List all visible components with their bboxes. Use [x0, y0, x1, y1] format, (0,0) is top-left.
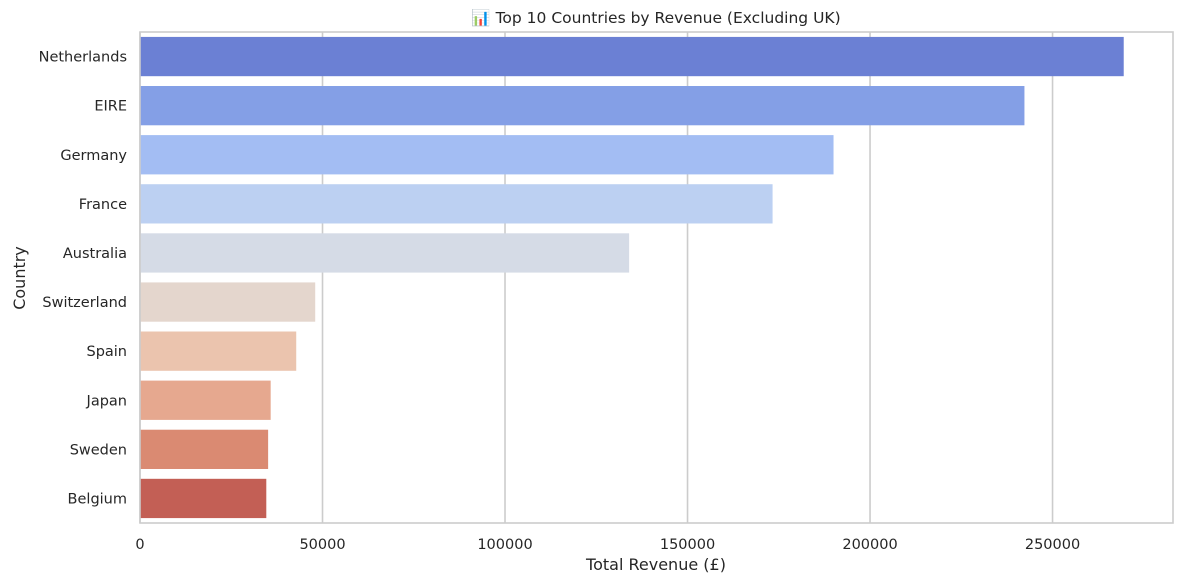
- plot-frame: [139, 31, 1174, 524]
- bar-australia: [140, 233, 630, 273]
- bar-layer: [140, 36, 1124, 519]
- y-tick-label: Germany: [60, 148, 127, 164]
- x-tick-label: 200000: [842, 537, 897, 553]
- x-tick-labels: 0 50000 100000 150000 200000 250000: [135, 537, 1080, 553]
- y-tick-label: Belgium: [68, 491, 127, 507]
- y-axis-label: Country: [10, 246, 29, 310]
- x-axis-label: Total Revenue (£): [585, 555, 726, 574]
- y-tick-label: Sweden: [70, 442, 127, 458]
- x-tick-label: 150000: [660, 537, 715, 553]
- x-tick-label: 0: [135, 537, 144, 553]
- bar-spain: [140, 331, 297, 371]
- bar-japan: [140, 380, 271, 420]
- y-tick-label: France: [79, 197, 127, 213]
- bar-belgium: [140, 478, 267, 519]
- y-tick-label: Spain: [86, 344, 127, 360]
- x-tick-label: 50000: [299, 537, 345, 553]
- x-tick-label: 250000: [1025, 537, 1080, 553]
- bar-sweden: [140, 429, 269, 469]
- bar-france: [140, 184, 773, 224]
- y-tick-label: Australia: [63, 246, 127, 262]
- bar-switzerland: [140, 282, 316, 322]
- y-tick-label: EIRE: [94, 99, 127, 115]
- y-tick-label: Japan: [86, 393, 127, 409]
- bar-germany: [140, 135, 834, 175]
- x-tick-label: 100000: [477, 537, 532, 553]
- y-tick-label: Netherlands: [39, 50, 127, 66]
- y-tick-labels: Netherlands EIRE Germany France Australia Swi…: [39, 50, 128, 508]
- y-tick-label: Switzerland: [42, 295, 127, 311]
- bar-eire: [140, 86, 1025, 126]
- bar-netherlands: [140, 36, 1124, 77]
- chart-title: 📊 Top 10 Countries by Revenue (Excluding…: [471, 8, 840, 27]
